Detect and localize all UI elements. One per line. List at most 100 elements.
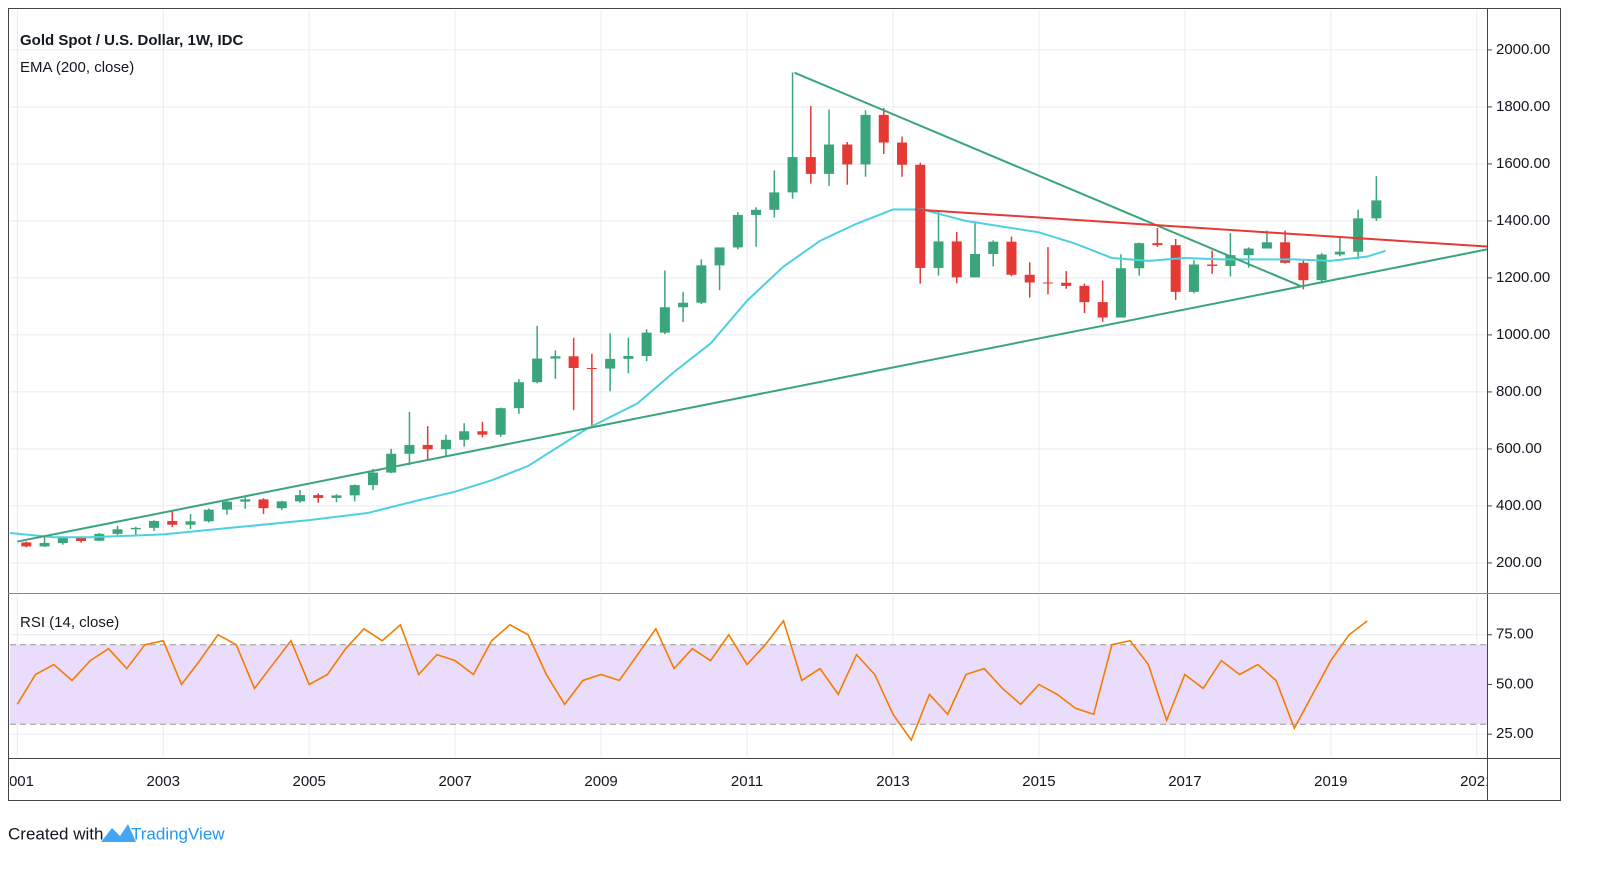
y-tick-label: 600.00 — [1496, 440, 1542, 457]
candle-body — [276, 501, 287, 509]
y-tick-label: 75.00 — [1496, 626, 1534, 643]
candle-body — [1280, 242, 1291, 263]
candle-body — [678, 302, 689, 308]
candle-body — [1298, 262, 1309, 281]
tradingview-logo — [101, 824, 136, 842]
candle-body — [988, 241, 999, 254]
x-tick-label: 2011 — [731, 773, 763, 790]
candle-body — [605, 358, 616, 369]
candle-body — [1188, 264, 1199, 292]
chart-frame — [8, 8, 1561, 801]
x-tick-label: 2015 — [1022, 773, 1055, 790]
candle-body — [258, 499, 269, 509]
candle-body — [568, 356, 579, 368]
candle-body — [459, 431, 470, 440]
y-tick-label: 2000.00 — [1496, 41, 1550, 58]
candle-body — [714, 247, 725, 266]
candle-body — [1243, 248, 1254, 256]
candle-body — [842, 144, 853, 165]
candle-body — [1134, 243, 1145, 269]
candle-body — [39, 542, 50, 547]
pane — [10, 596, 1487, 757]
x-tick-label: 2019 — [1314, 773, 1347, 790]
candle-body — [933, 241, 944, 268]
candle-body — [513, 382, 524, 409]
rsi-line — [16, 619, 1368, 742]
candle-body — [824, 144, 835, 174]
candle-body — [495, 408, 506, 435]
x-tick-label: 2021 — [1460, 773, 1493, 790]
candle-body — [1334, 251, 1345, 255]
x-tick-label: 2009 — [584, 773, 617, 790]
candle-body — [878, 114, 889, 143]
candle-body — [586, 367, 597, 369]
x-tick-label: 2013 — [876, 773, 909, 790]
candle-body — [149, 521, 160, 528]
candle-body — [732, 214, 743, 248]
y-tick-label: 50.00 — [1496, 675, 1534, 692]
y-tick-label: 1000.00 — [1496, 326, 1550, 343]
x-tick-label: 2001 — [1, 773, 34, 790]
candle-body — [331, 495, 342, 498]
candle-body — [477, 431, 488, 435]
candle-body — [1024, 274, 1035, 283]
candle-body — [659, 307, 670, 333]
y-tick-label: 400.00 — [1496, 497, 1542, 514]
candle-body — [1353, 218, 1364, 252]
candle-body — [623, 356, 634, 359]
rsi-band — [10, 644, 1487, 725]
trendline — [914, 208, 1487, 248]
pane — [10, 10, 1487, 592]
candle-body — [769, 192, 780, 210]
candle-body — [440, 439, 451, 450]
footer-brand[interactable]: TradingView — [131, 824, 225, 843]
candle-body — [422, 444, 433, 450]
candle-body — [897, 142, 908, 165]
indicator-legend: RSI (14, close) — [20, 614, 119, 631]
candle-body — [951, 241, 962, 278]
candle-body — [76, 536, 87, 541]
candle-body — [696, 265, 707, 303]
trendline — [17, 248, 1487, 543]
y-tick-label: 25.00 — [1496, 725, 1534, 742]
y-tick-label: 1600.00 — [1496, 155, 1550, 172]
candle-body — [1371, 200, 1382, 219]
candle-body — [203, 509, 214, 522]
x-tick-label: 2007 — [438, 773, 471, 790]
candle-body — [57, 536, 68, 543]
candle-body — [167, 521, 178, 525]
x-tick-label: 2017 — [1168, 773, 1201, 790]
footer-text: Created with — [8, 824, 103, 843]
candle-body — [1061, 282, 1072, 286]
candle-body — [294, 495, 305, 502]
candle-body — [1316, 254, 1327, 281]
ema-line — [10, 208, 1386, 539]
candle-body — [532, 358, 543, 383]
y-tick-label: 200.00 — [1496, 554, 1542, 571]
candle-body — [1079, 285, 1090, 303]
chart-title: Gold Spot / U.S. Dollar, 1W, IDC — [20, 32, 244, 49]
candle-body — [240, 499, 251, 502]
candle-body — [349, 485, 360, 496]
y-tick-label: 1200.00 — [1496, 269, 1550, 286]
y-tick-label: 1800.00 — [1496, 98, 1550, 115]
candle-body — [21, 542, 32, 547]
candle-body — [641, 332, 652, 357]
candle-body — [112, 529, 123, 534]
candle-body — [915, 164, 926, 268]
trendline — [794, 71, 1303, 288]
indicator-legend: EMA (200, close) — [20, 59, 134, 76]
y-tick-label: 1400.00 — [1496, 212, 1550, 229]
candle-body — [1115, 268, 1126, 318]
candle-body — [1207, 264, 1218, 266]
candle-body — [313, 495, 324, 498]
candle-body — [550, 356, 561, 359]
candle-body — [1097, 302, 1108, 318]
x-tick-label: 2003 — [147, 773, 180, 790]
candle-body — [805, 157, 816, 174]
candle-body — [751, 209, 762, 215]
candle-body — [969, 253, 981, 278]
candle-body — [130, 527, 141, 530]
candle-body — [1152, 243, 1163, 246]
